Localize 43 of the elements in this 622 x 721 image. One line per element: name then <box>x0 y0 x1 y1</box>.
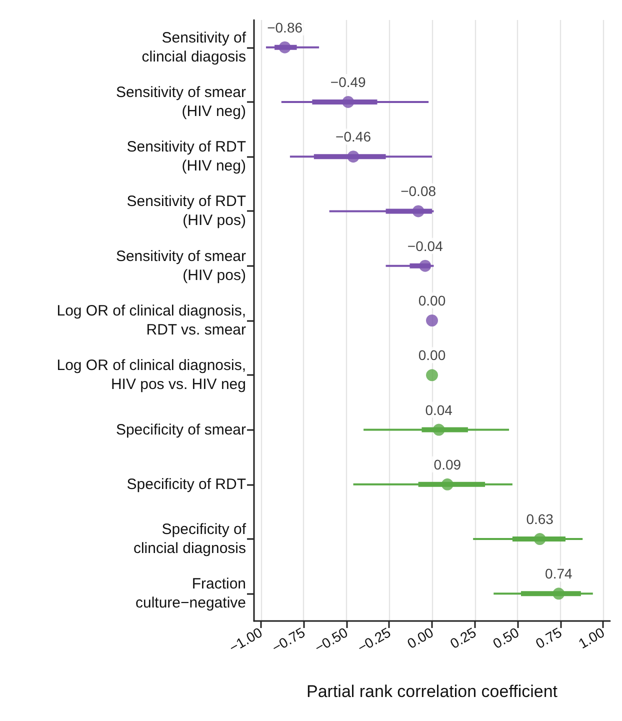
y-tick-label: Sensitivity of RDT (HIV pos) <box>126 193 246 230</box>
y-tick-label: Specificity of RDT <box>126 476 246 493</box>
y-tick-label: Specificity of smear <box>116 421 246 438</box>
x-tick-label: −0.25 <box>354 624 394 656</box>
data-label: 0.63 <box>526 511 554 528</box>
point <box>419 260 432 272</box>
x-tick-label: −0.75 <box>268 624 308 656</box>
x-tick-label: 0.25 <box>447 624 479 652</box>
point <box>342 96 354 108</box>
y-tick-label: Sensitivity of smear (HIV pos) <box>116 248 246 284</box>
data-label: −0.08 <box>400 183 436 200</box>
point <box>426 314 438 326</box>
x-tick-label: −1.00 <box>226 624 266 656</box>
point <box>426 369 438 382</box>
data-label: −0.86 <box>267 19 303 36</box>
data-label: 0.09 <box>434 456 462 472</box>
x-tick-label: 0.00 <box>404 624 436 652</box>
point <box>534 533 546 546</box>
y-tick-label: Fraction culture−negative <box>136 576 246 612</box>
point <box>552 588 565 600</box>
y-tick-label: Log OR of clinical diagnosis, HIV pos vs. HIV neg <box>56 357 246 394</box>
x-tick-label: 1.00 <box>576 624 608 652</box>
point <box>432 424 445 436</box>
data-label: 0.74 <box>545 566 572 582</box>
data-label: 0.04 <box>425 402 453 418</box>
y-tick-label: Sensitivity of RDT (HIV neg) <box>126 138 246 175</box>
y-tick-label: Sensitivity of smear (HIV neg) <box>116 84 246 120</box>
point <box>347 150 360 163</box>
data-label: 0.00 <box>418 292 446 308</box>
y-tick-label: Sensitivity of clincial diagosis <box>142 29 247 66</box>
data-label: 0.00 <box>418 347 446 364</box>
point <box>441 478 454 490</box>
data-label: −0.46 <box>336 128 372 145</box>
point <box>412 205 424 218</box>
data-label: −0.04 <box>407 238 444 254</box>
y-tick-label: Specificity of clincial diagnosis <box>133 521 247 558</box>
x-tick-label: 0.75 <box>532 624 565 652</box>
y-tick-label: Log OR of clinical diagnosis, RDT vs. smear <box>56 302 246 338</box>
point <box>278 41 291 54</box>
data-label: −0.49 <box>330 74 366 90</box>
x-tick-label: −0.50 <box>312 624 351 656</box>
x-tick-label: 0.50 <box>490 624 522 652</box>
x-axis-title: Partial rank correlation coefficient <box>306 682 558 701</box>
